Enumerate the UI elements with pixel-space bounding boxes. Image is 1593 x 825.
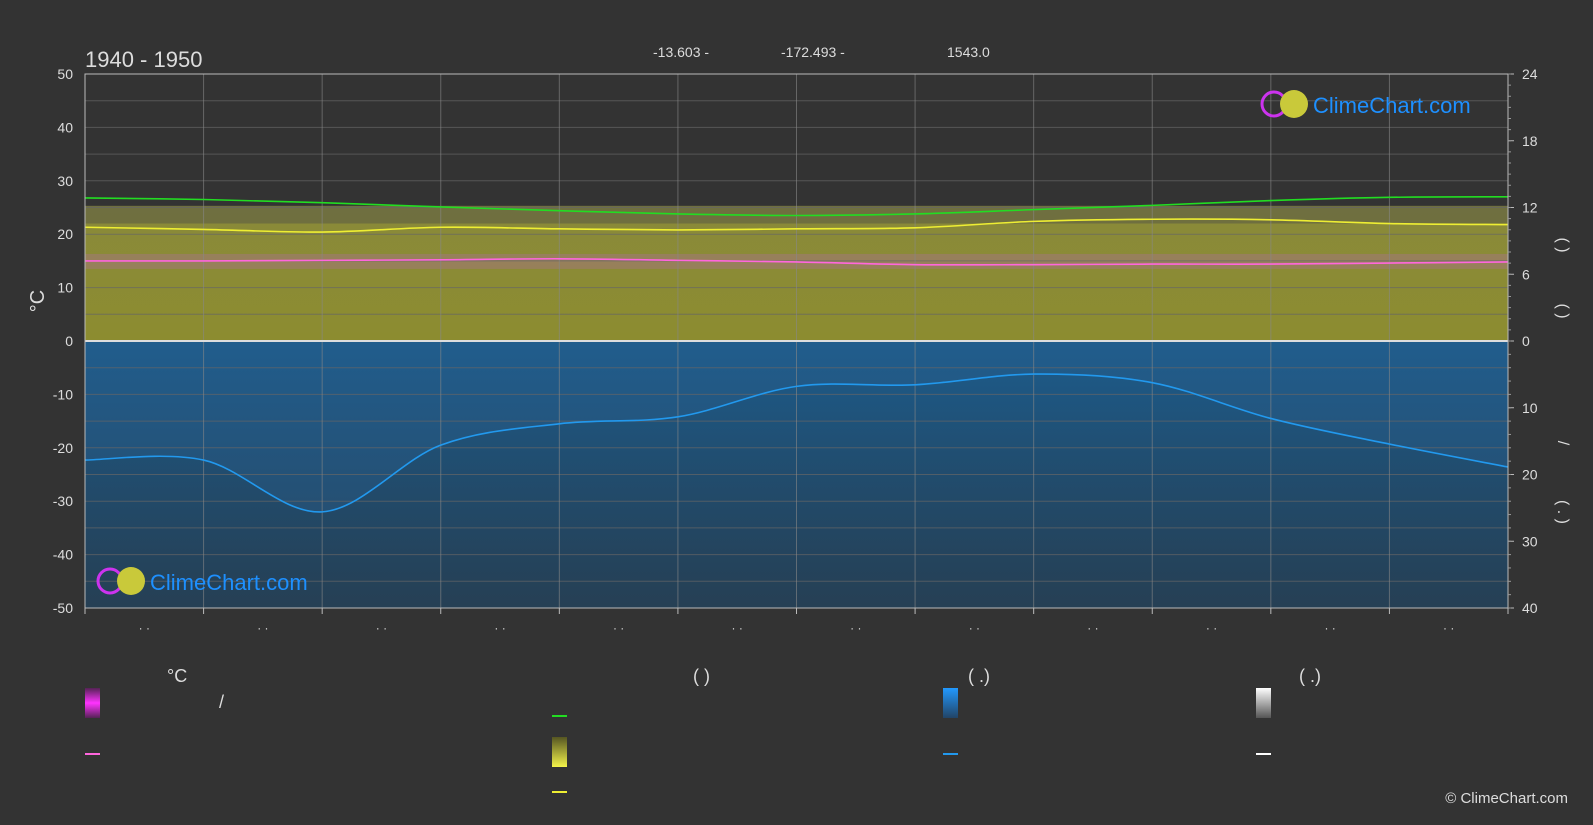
left-tick-label: -10 xyxy=(53,386,73,402)
legend-temperature-title: °C xyxy=(167,666,188,686)
x-tick-label: · · xyxy=(850,621,861,635)
right-lower-axis-label: ( . ) xyxy=(1554,500,1571,524)
legend-daylight-swatch xyxy=(552,715,567,717)
legend-sunshine-mean-swatch xyxy=(552,791,567,793)
legend-temp-range-swatch xyxy=(85,688,100,718)
series-line-temp_mean xyxy=(84,257,1509,266)
brand-logo-bottom: ClimeChart.com xyxy=(96,567,308,595)
logo-sun-icon xyxy=(1280,90,1308,118)
legend-snow-swatch xyxy=(1256,688,1271,718)
right-mid-axis-label: ( ) xyxy=(1554,303,1571,318)
x-tick-label: · · xyxy=(1206,621,1217,635)
x-tick-label: · · xyxy=(1087,621,1098,635)
right-lower-tick-label: 40 xyxy=(1522,600,1538,616)
axes-layer: 50 40 30 20 10 0 -10 -20 -30 -40 -50 24 18 12 6 0 10 20 30… xyxy=(53,66,1538,635)
x-tick-label: · · xyxy=(1443,621,1454,635)
legend-rain-mean-swatch xyxy=(943,753,958,755)
right-upper-tick-label: 6 xyxy=(1522,266,1530,282)
right-lower-tick-label: 20 xyxy=(1522,467,1538,483)
right-lower-axis-slash: / xyxy=(1554,441,1571,446)
left-tick-label: -40 xyxy=(53,547,73,563)
legend-rain-swatch xyxy=(943,688,958,718)
logo-sun-icon xyxy=(117,567,145,595)
x-tick-label: · · xyxy=(376,621,387,635)
x-tick-label: · · xyxy=(139,621,150,635)
left-tick-label: 50 xyxy=(57,66,73,82)
x-tick-label: · · xyxy=(732,621,743,635)
x-tick-label: · · xyxy=(1324,621,1335,635)
left-tick-label: 10 xyxy=(57,280,73,296)
legend-temp-mean-swatch xyxy=(85,753,100,755)
left-tick-label: 0 xyxy=(65,333,73,349)
legend-sun-title: ( ) xyxy=(693,666,710,686)
legend: °C / ( ) ( .) ( .) xyxy=(0,660,1593,810)
left-tick-label: -20 xyxy=(53,440,73,456)
left-axis-label: °C xyxy=(27,290,49,312)
x-tick-label: · · xyxy=(257,621,268,635)
x-tick-label: · · xyxy=(494,621,505,635)
left-tick-label: -50 xyxy=(53,600,73,616)
left-tick-label: 40 xyxy=(57,119,73,135)
left-tick-label: 20 xyxy=(57,226,73,242)
right-lower-tick-label: 30 xyxy=(1522,533,1538,549)
legend-snow-mean-swatch xyxy=(1256,753,1271,755)
brand-logo-top: ClimeChart.com xyxy=(1260,90,1471,118)
right-upper-tick-label: 12 xyxy=(1522,200,1538,216)
brand-name-bottom: ClimeChart.com xyxy=(150,570,308,595)
right-upper-tick-label: 0 xyxy=(1522,333,1530,349)
right-upper-tick-label: 18 xyxy=(1522,133,1538,149)
right-upper-axis-label: ( ) xyxy=(1554,237,1571,252)
subtitle-longitude: -172.493 - xyxy=(781,44,845,60)
grid-layer xyxy=(85,73,1508,609)
right-lower-tick-label: 10 xyxy=(1522,400,1538,416)
x-tick-label: · · xyxy=(613,621,624,635)
x-tick-label: · · xyxy=(969,621,980,635)
series-line-sunshine xyxy=(84,218,1509,233)
chart-title: 1940 - 1950 xyxy=(85,47,202,72)
series-layer xyxy=(84,196,1509,513)
right-upper-tick-label: 24 xyxy=(1522,66,1538,82)
legend-rain-title: ( .) xyxy=(968,666,990,686)
brand-name-top: ClimeChart.com xyxy=(1313,93,1471,118)
series-line-precip_mean xyxy=(84,373,1509,513)
left-tick-label: -30 xyxy=(53,493,73,509)
series-line-daylight xyxy=(84,196,1509,217)
subtitle-latitude: -13.603 - xyxy=(653,44,709,60)
legend-sunshine-swatch xyxy=(552,737,567,767)
subtitle-elevation: 1543.0 xyxy=(947,44,990,60)
legend-temp-slash: / xyxy=(219,692,225,712)
copyright-text: © ClimeChart.com xyxy=(1445,790,1568,807)
left-tick-label: 30 xyxy=(57,173,73,189)
legend-snow-title: ( .) xyxy=(1299,666,1321,686)
